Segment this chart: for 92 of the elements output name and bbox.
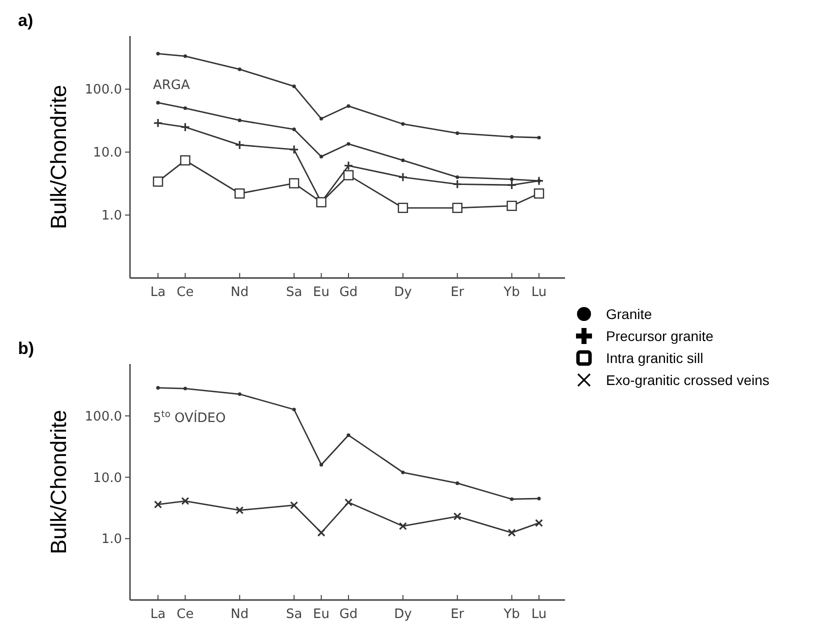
x-tick-label: Ce	[176, 607, 194, 622]
y-tick-label: 10.0	[93, 146, 122, 161]
point	[236, 506, 244, 514]
x-tick-label: Eu	[313, 607, 330, 622]
y-axis-title: Bulk/Chondrite	[46, 410, 71, 554]
point	[238, 392, 242, 396]
x-tick-label: Gd	[339, 607, 358, 622]
point	[401, 122, 405, 126]
x-tick-label: Nd	[230, 607, 249, 622]
point	[401, 158, 405, 162]
point	[238, 68, 242, 72]
y-tick-label: 100.0	[84, 409, 122, 424]
x-tick-label: Yb	[502, 285, 520, 300]
point	[156, 100, 160, 104]
point	[288, 178, 300, 188]
point	[401, 470, 405, 474]
text: Intra granitic sill	[606, 350, 704, 366]
point	[346, 433, 350, 437]
point	[537, 136, 541, 140]
y-axis-title: Bulk/Chondrite	[46, 84, 71, 230]
point	[238, 118, 242, 122]
x-tick-label: Lu	[531, 607, 547, 622]
point	[510, 178, 514, 182]
x-tick-label: Dy	[394, 285, 412, 300]
point	[508, 528, 516, 537]
point	[290, 501, 298, 510]
point	[453, 512, 462, 520]
point	[292, 408, 296, 412]
text: Exo-granitic crossed veins	[606, 372, 770, 388]
point	[289, 144, 299, 154]
point	[292, 84, 296, 88]
point	[292, 128, 296, 132]
point	[152, 176, 164, 187]
point	[183, 54, 188, 58]
x-tick-label: La	[150, 607, 166, 622]
point	[319, 116, 324, 120]
point	[398, 172, 408, 182]
point	[456, 175, 460, 179]
x-tick-label: Sa	[286, 285, 302, 300]
point	[506, 180, 517, 190]
point	[452, 202, 462, 213]
point	[510, 497, 514, 501]
point	[456, 481, 460, 485]
y-tick-label: 100.0	[84, 82, 122, 98]
point	[181, 497, 190, 506]
point	[452, 179, 462, 189]
chart-title: b)	[18, 339, 34, 358]
point	[180, 122, 190, 132]
point	[319, 154, 324, 158]
x-tick-label: Nd	[230, 285, 249, 300]
y-tick-label: 10.0	[93, 470, 122, 486]
x-tick-label: Yb	[502, 607, 520, 622]
point	[180, 155, 190, 166]
point	[156, 386, 160, 390]
point	[398, 202, 408, 213]
point	[319, 462, 324, 467]
point	[317, 528, 326, 537]
point	[456, 131, 460, 135]
x-tick-label: La	[150, 285, 166, 300]
point	[344, 160, 354, 170]
annotation: 5$^{to}$ OVÍDEO	[153, 408, 226, 426]
y-tick-label: 1.0	[101, 532, 122, 548]
y-tick-label: 1.0	[101, 208, 122, 224]
point	[537, 496, 541, 500]
point	[234, 140, 244, 150]
point	[343, 170, 354, 180]
point	[346, 142, 350, 146]
point	[398, 522, 407, 530]
point	[346, 104, 350, 108]
point	[183, 106, 188, 110]
annotation: ARGA	[153, 78, 190, 94]
point	[154, 500, 162, 508]
x-tick-label: Er	[450, 607, 465, 622]
point	[183, 386, 188, 390]
point	[153, 118, 163, 128]
x-tick-label: Lu	[531, 285, 547, 300]
chart-title: a)	[18, 11, 34, 30]
x-tick-label: Sa	[286, 607, 302, 622]
x-tick-label: Gd	[339, 285, 358, 300]
x-tick-label: Er	[450, 285, 465, 300]
point	[234, 188, 245, 199]
point	[535, 518, 543, 527]
text: Granite	[606, 306, 652, 322]
text: Precursor granite	[606, 328, 714, 344]
point	[344, 498, 352, 506]
point	[506, 200, 517, 211]
point	[156, 52, 160, 56]
x-tick-label: Eu	[313, 285, 330, 300]
x-tick-label: Dy	[394, 607, 412, 622]
point	[534, 188, 544, 199]
x-tick-label: Ce	[176, 285, 194, 300]
point	[510, 135, 514, 139]
